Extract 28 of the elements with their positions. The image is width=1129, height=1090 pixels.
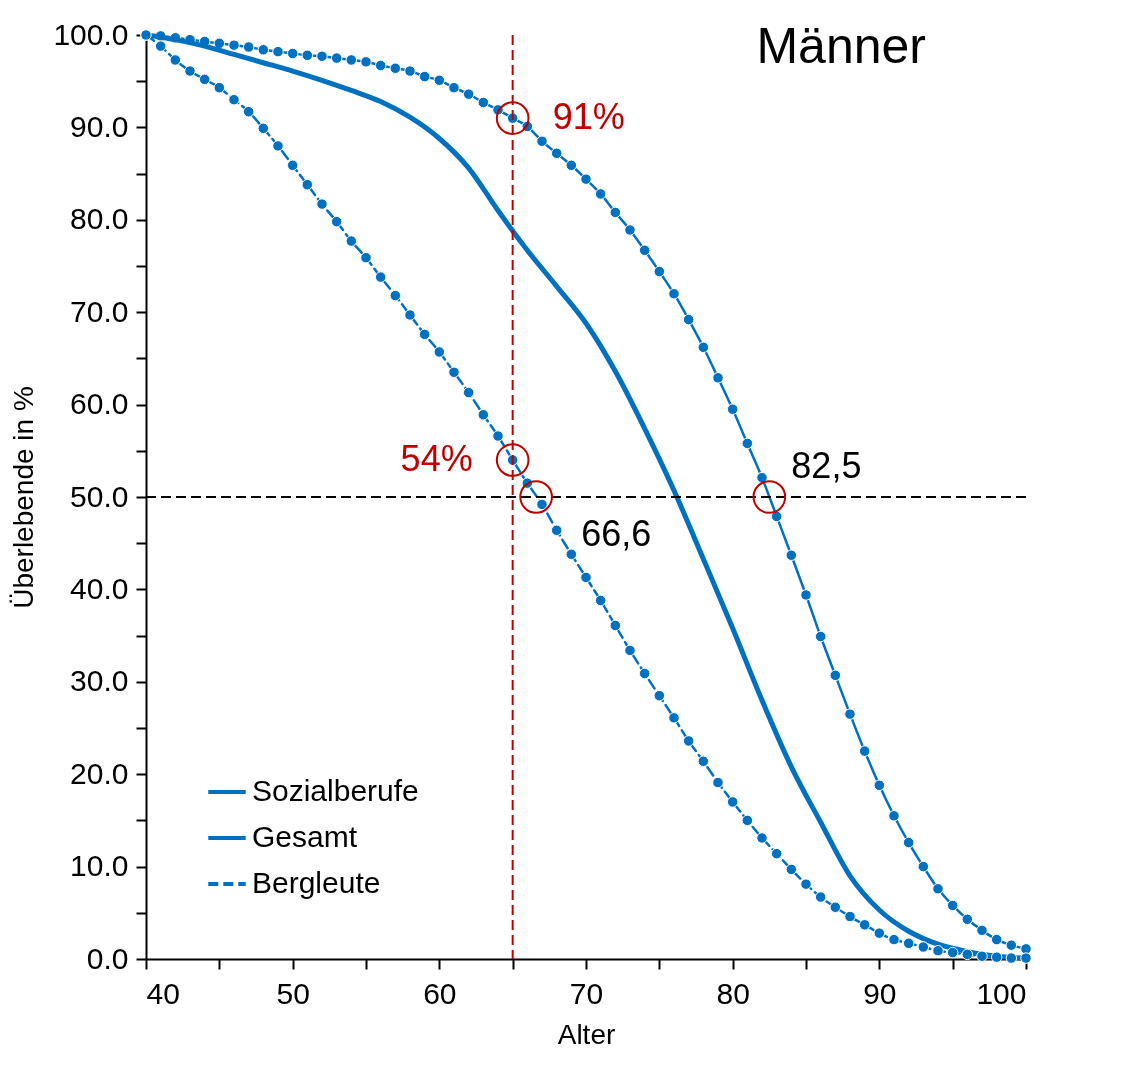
legend-label: Sozialberufe bbox=[252, 774, 419, 807]
y-tick-label: 100.0 bbox=[53, 17, 129, 51]
x-axis-title: Alter bbox=[557, 1018, 616, 1050]
legend-label: Bergleute bbox=[252, 866, 381, 899]
x-tick-label: 100 bbox=[976, 976, 1027, 1010]
y-tick-label: 20.0 bbox=[70, 756, 129, 790]
y-tick-label: 10.0 bbox=[70, 849, 129, 883]
x-tick-label: 50 bbox=[276, 976, 310, 1010]
x-tick-label: 40 bbox=[146, 976, 180, 1010]
chart-title: Männer bbox=[756, 18, 926, 74]
y-tick-label: 30.0 bbox=[70, 664, 129, 698]
y-tick-label: 40.0 bbox=[70, 571, 129, 605]
legend-label: Gesamt bbox=[252, 820, 358, 853]
annotation: 54% bbox=[400, 438, 473, 480]
y-tick-label: 90.0 bbox=[70, 109, 129, 143]
annotation: 66,6 bbox=[581, 513, 652, 554]
x-tick-label: 90 bbox=[863, 976, 897, 1010]
annotation: 91% bbox=[552, 96, 625, 138]
y-tick-label: 80.0 bbox=[70, 202, 129, 236]
y-tick-label: 50.0 bbox=[70, 479, 129, 513]
annotation: 82,5 bbox=[791, 445, 862, 486]
x-tick-label: 70 bbox=[569, 976, 604, 1010]
y-tick-label: 60.0 bbox=[70, 387, 129, 421]
x-tick-label: 60 bbox=[423, 976, 457, 1010]
x-tick-label: 80 bbox=[716, 976, 750, 1010]
y-axis-title: Überlebende in % bbox=[8, 386, 40, 609]
y-tick-label: 0.0 bbox=[86, 941, 129, 975]
y-tick-label: 70.0 bbox=[70, 294, 129, 328]
